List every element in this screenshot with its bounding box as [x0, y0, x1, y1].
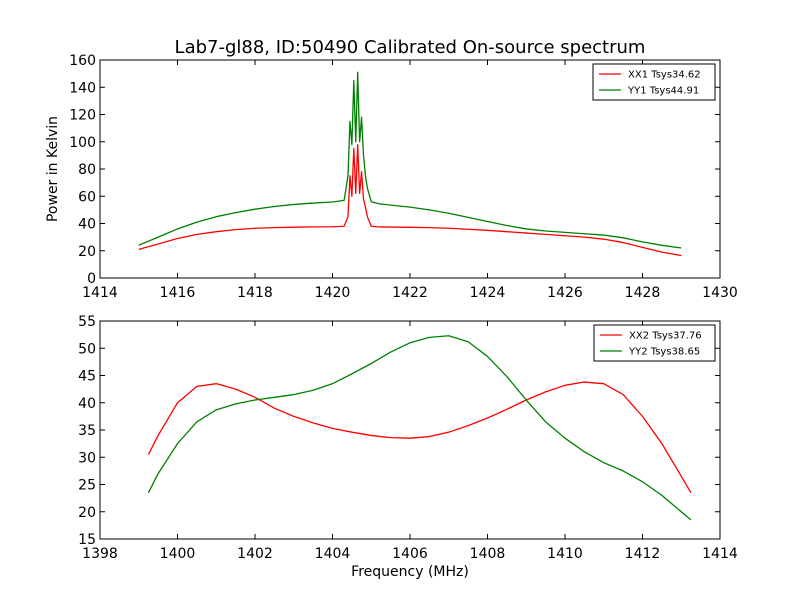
- top-legend: XX1 Tsys34.62 YY1 Tsys44.91: [592, 63, 716, 101]
- top-ytick-label: 40: [78, 217, 96, 233]
- bottom-ytick-label: 15: [78, 532, 96, 548]
- bottom-xtick-label: 1398: [82, 546, 118, 562]
- bottom-ytick-label: 40: [78, 396, 96, 412]
- top-plot-yticks: 0 20 40 60 80 100 120 140 160: [69, 53, 720, 287]
- bottom-ytick-label: 20: [78, 505, 96, 521]
- bottom-xtick-label: 1408: [470, 546, 506, 562]
- top-plot-xticks: 1414 1416 1418 1420 1422 1424 1426 1428 1430: [82, 60, 738, 301]
- top-ytick-label: 0: [87, 271, 96, 287]
- top-legend-box: [592, 63, 716, 101]
- bottom-xtick-label: 1402: [237, 546, 273, 562]
- top-ytick-label: 160: [69, 53, 96, 69]
- bottom-plot-series-layer: [147, 335, 692, 521]
- figure-title: Lab7-gl88, ID:50490 Calibrated On-source…: [175, 37, 646, 58]
- top-ytick-label: 120: [69, 108, 96, 124]
- top-legend-label-xx1: XX1 Tsys34.62: [628, 70, 701, 81]
- bottom-ytick-label: 50: [78, 341, 96, 357]
- bottom-ytick-label: 55: [78, 314, 96, 330]
- bottom-ytick-label: 45: [78, 369, 96, 385]
- bottom-legend-box: [593, 324, 716, 362]
- top-xtick-label: 1420: [315, 285, 351, 301]
- bottom-xtick-label: 1406: [392, 546, 428, 562]
- top-ytick-label: 20: [78, 244, 96, 260]
- top-xtick-label: 1430: [702, 285, 738, 301]
- top-ytick-label: 140: [69, 80, 96, 96]
- top-xtick-label: 1416: [160, 285, 196, 301]
- top-ytick-label: 80: [78, 162, 96, 178]
- bottom-xtick-label: 1404: [315, 546, 351, 562]
- top-xtick-label: 1428: [625, 285, 661, 301]
- top-plot-ylabel: Power in Kelvin: [45, 116, 61, 222]
- bottom-plot: 1398 1400 1402 1404 1406 1408 1410 1412 1414 15 2…: [78, 314, 738, 580]
- bottom-xtick-label: 1410: [547, 546, 583, 562]
- top-ytick-label: 100: [69, 135, 96, 151]
- bottom-legend-label-yy2: YY2 Tsys38.65: [628, 347, 700, 358]
- bottom-xtick-label: 1400: [160, 546, 196, 562]
- top-legend-label-yy1: YY1 Tsys44.91: [627, 86, 699, 97]
- top-xtick-label: 1424: [470, 285, 506, 301]
- top-xtick-label: 1418: [237, 285, 273, 301]
- bottom-xtick-label: 1414: [702, 546, 738, 562]
- top-ytick-label: 60: [78, 189, 96, 205]
- bottom-ytick-label: 35: [78, 423, 96, 439]
- bottom-legend: XX2 Tsys37.76 YY2 Tsys38.65: [593, 324, 716, 362]
- top-plot-series-layer: [138, 71, 682, 257]
- bottom-plot-xticks: 1398 1400 1402 1404 1406 1408 1410 1412 1414: [82, 321, 738, 562]
- top-xtick-label: 1422: [392, 285, 428, 301]
- top-xtick-label: 1414: [82, 285, 118, 301]
- bottom-plot-xlabel: Frequency (MHz): [351, 564, 469, 580]
- top-series-line-1: [138, 143, 682, 257]
- top-plot: 1414 1416 1418 1420 1422 1424 1426 1428 1430 0 20…: [45, 53, 738, 301]
- bottom-legend-label-xx2: XX2 Tsys37.76: [629, 331, 702, 342]
- top-xtick-label: 1426: [547, 285, 583, 301]
- bottom-ytick-label: 25: [78, 478, 96, 494]
- top-series-line-2: [138, 71, 682, 249]
- bottom-series-line-2: [147, 335, 692, 521]
- bottom-plot-yticks: 15 20 25 30 35 40 45 50 55: [78, 314, 720, 548]
- bottom-xtick-label: 1412: [625, 546, 661, 562]
- bottom-series-line-1: [147, 381, 692, 494]
- bottom-ytick-label: 30: [78, 450, 96, 466]
